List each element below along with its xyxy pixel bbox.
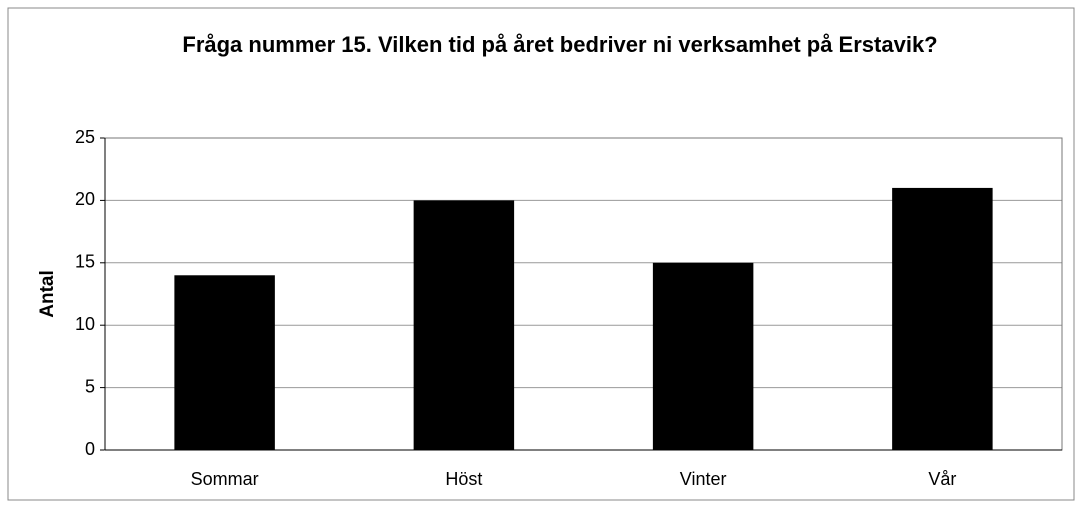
x-tick-label: Vinter [680,469,727,489]
y-tick-label: 5 [85,376,95,396]
x-tick-label: Höst [445,469,482,489]
bar [174,275,275,450]
y-tick-label: 15 [75,252,95,272]
y-tick-label: 10 [75,314,95,334]
y-tick-label: 0 [85,439,95,459]
x-tick-label: Vår [928,469,956,489]
bar [413,200,515,450]
y-tick-label: 20 [75,189,95,209]
bar [892,187,993,451]
chart-title: Fråga nummer 15. Vilken tid på året bedr… [182,32,938,57]
y-tick-label: 25 [75,127,95,147]
y-axis-label: Antal [37,270,58,318]
x-tick-label: Sommar [191,469,259,489]
bar [652,262,754,450]
chart-border [7,7,1075,501]
